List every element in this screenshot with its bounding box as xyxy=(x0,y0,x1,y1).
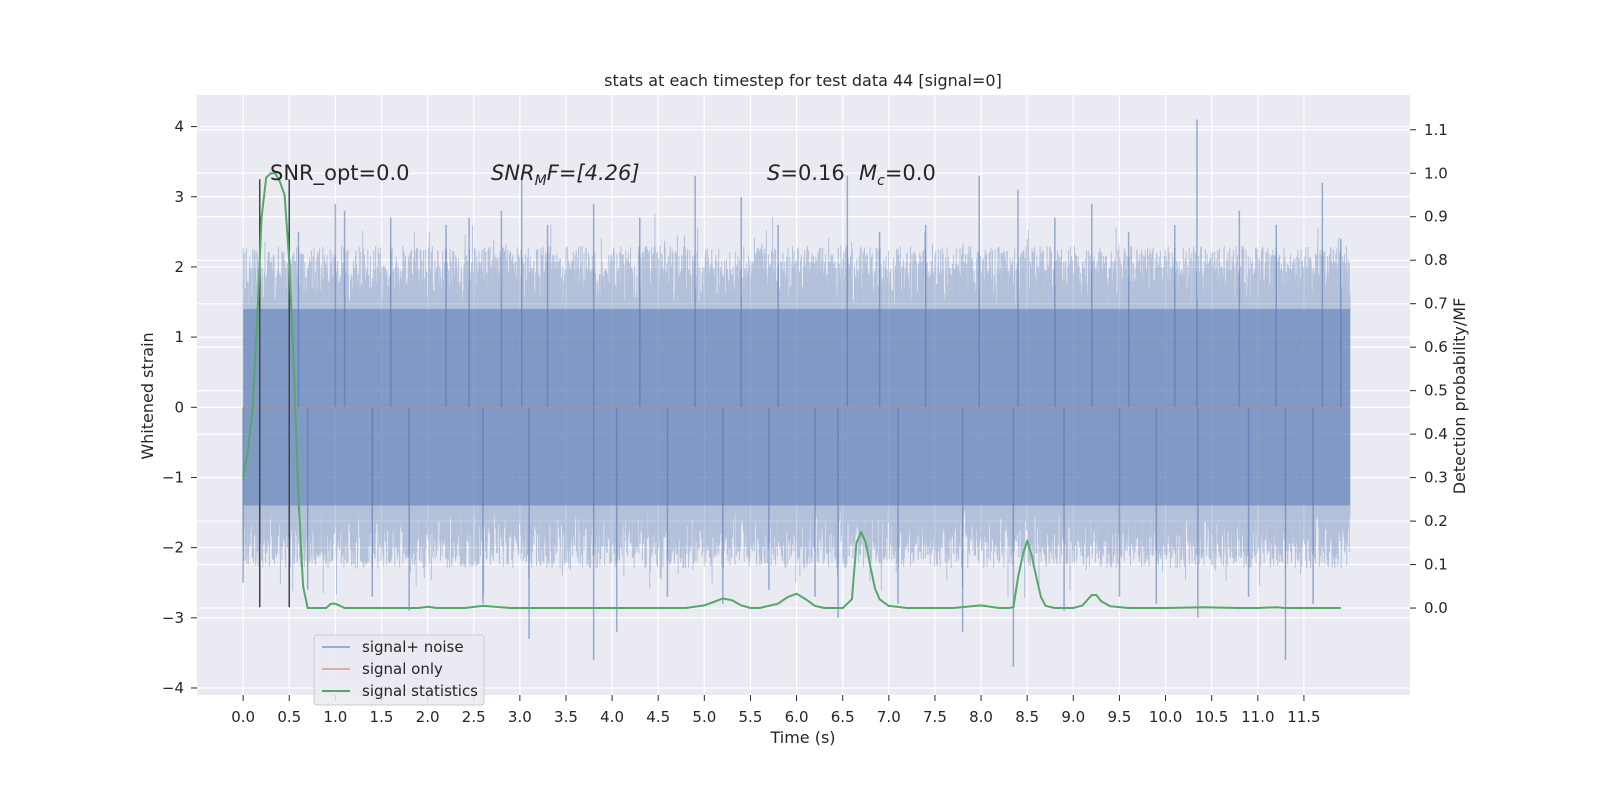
x-tick-label: 7.0 xyxy=(877,708,901,726)
x-tick-label: 6.0 xyxy=(785,708,809,726)
x-tick-label: 0.0 xyxy=(231,708,255,726)
x-tick-label: 10.0 xyxy=(1149,708,1182,726)
y-tick-label: −3 xyxy=(162,609,184,627)
snr-mf-subscript: M xyxy=(535,173,547,189)
snr-opt-annotation: SNR_opt=0.0 xyxy=(270,161,410,186)
y-tick-label: 3 xyxy=(174,188,184,206)
x-tick-label: 4.0 xyxy=(600,708,624,726)
right-y-tick-label: 0.4 xyxy=(1424,425,1448,443)
right-y-tick-label: 1.1 xyxy=(1424,121,1448,139)
right-y-tick-label: 0.9 xyxy=(1424,208,1448,226)
right-y-tick-label: 0.2 xyxy=(1424,512,1448,530)
right-y-tick-label: 0.0 xyxy=(1424,599,1448,617)
x-axis: 0.0 0.5 1.0 1.5 2.0 2.5 3.0 3.5 4.0 4.5 5.0 5.5 6.0 6… xyxy=(231,695,1321,726)
x-tick-label: 9.5 xyxy=(1108,708,1132,726)
right-axis: 1.1 1.0 0.9 0.8 0.7 0.6 0.5 0.4 0.3 0.2 0.1 0.0 xyxy=(1410,121,1448,617)
s-prefix: S xyxy=(767,161,780,185)
y-tick-label: −1 xyxy=(162,468,184,486)
x-tick-label: 3.0 xyxy=(508,708,532,726)
x-tick-label: 11.5 xyxy=(1287,708,1320,726)
y-tick-label: −2 xyxy=(162,539,184,557)
x-tick-label: 9.0 xyxy=(1061,708,1085,726)
x-tick-label: 11.0 xyxy=(1241,708,1274,726)
x-tick-label: 0.5 xyxy=(277,708,301,726)
y-tick-label: 2 xyxy=(174,258,184,276)
s-annotation: S=0.16 xyxy=(767,161,845,185)
snr-mf-suffix: F=[4.26] xyxy=(547,161,640,185)
legend-label-signal-statistics: signal statistics xyxy=(362,682,478,700)
x-tick-label: 8.0 xyxy=(969,708,993,726)
x-tick-label: 8.5 xyxy=(1015,708,1039,726)
signal-statistics-series xyxy=(242,172,1341,609)
right-y-tick-label: 0.3 xyxy=(1424,469,1448,487)
statistics-line xyxy=(242,172,1341,609)
right-y-tick-label: 0.5 xyxy=(1424,382,1448,400)
x-tick-label: 2.5 xyxy=(462,708,486,726)
right-y-tick-label: 0.1 xyxy=(1424,556,1448,574)
x-tick-label: 2.0 xyxy=(416,708,440,726)
x-tick-label: 3.5 xyxy=(554,708,578,726)
x-tick-label: 6.5 xyxy=(831,708,855,726)
left-axis: 4 3 2 1 0 −1 −2 −3 −4 xyxy=(162,118,197,697)
x-tick-label: 4.5 xyxy=(646,708,670,726)
x-tick-label: 1.5 xyxy=(370,708,394,726)
mc-prefix: M xyxy=(859,161,877,185)
y-tick-label: 0 xyxy=(174,398,184,416)
y-axis-label: Whitened strain xyxy=(138,332,157,459)
mc-subscript: c xyxy=(877,173,885,189)
y-tick-label: −4 xyxy=(162,679,184,697)
snr-mf-prefix: SNR xyxy=(491,161,535,185)
x-tick-label: 5.5 xyxy=(739,708,763,726)
chart-title: stats at each timestep for test data 44 … xyxy=(604,71,1002,90)
x-tick-label: 10.5 xyxy=(1195,708,1228,726)
legend-label-signal-only: signal only xyxy=(362,660,443,678)
y-tick-label: 1 xyxy=(174,328,184,346)
right-y-tick-label: 0.8 xyxy=(1424,251,1448,269)
right-y-tick-label: 1.0 xyxy=(1424,164,1448,182)
s-suffix: =0.16 xyxy=(780,161,844,185)
right-y-tick-label: 0.6 xyxy=(1424,338,1448,356)
y-tick-label: 4 xyxy=(174,118,184,136)
mc-suffix: =0.0 xyxy=(885,161,936,185)
mc-annotation: Mc=0.0 xyxy=(859,161,936,189)
legend-label-signal-noise: signal+ noise xyxy=(362,638,464,656)
x-tick-label: 1.0 xyxy=(323,708,347,726)
right-y-axis-label: Detection probability/MF xyxy=(1450,298,1469,495)
right-y-tick-label: 0.7 xyxy=(1424,295,1448,313)
x-axis-label: Time (s) xyxy=(769,728,835,747)
snr-mf-annotation: SNRMF=[4.26] xyxy=(491,161,640,189)
x-tick-label: 5.0 xyxy=(692,708,716,726)
legend-box xyxy=(313,634,485,706)
legend: signal+ noise signal only signal statist… xyxy=(313,634,485,706)
x-tick-label: 7.5 xyxy=(923,708,947,726)
